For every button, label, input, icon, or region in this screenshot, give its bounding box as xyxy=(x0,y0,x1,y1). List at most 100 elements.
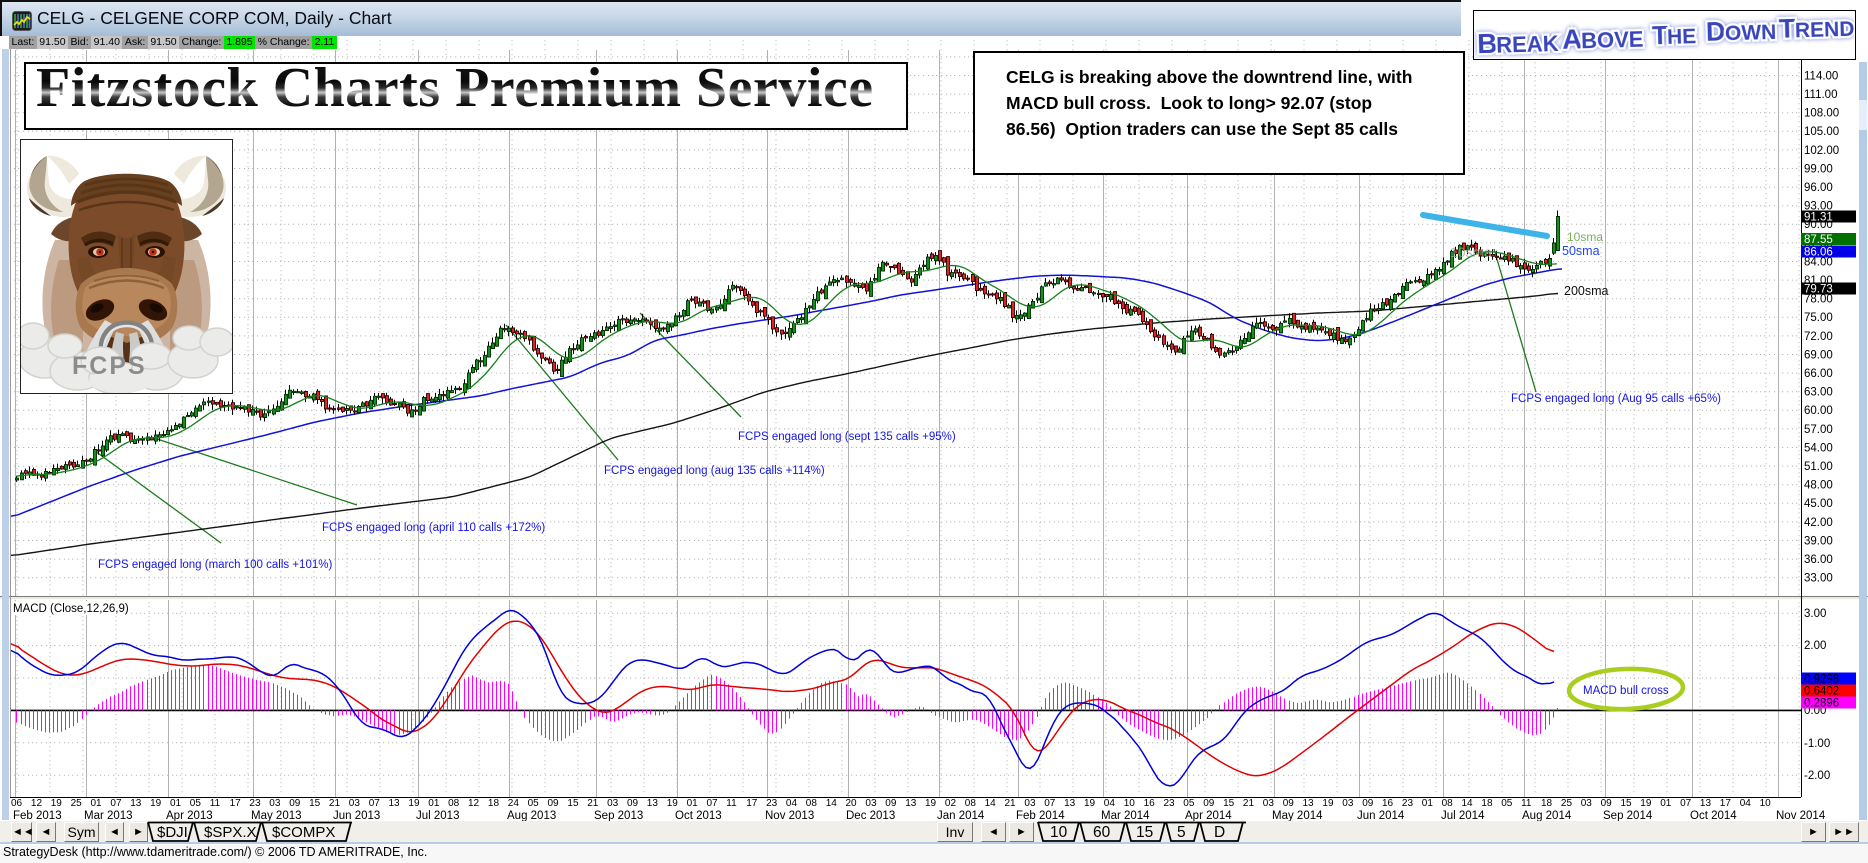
svg-text:13: 13 xyxy=(1064,798,1076,809)
svg-text:-1.00: -1.00 xyxy=(1804,738,1830,750)
svg-text:60.00: 60.00 xyxy=(1804,405,1833,417)
svg-text:Apr 2014: Apr 2014 xyxy=(1185,810,1232,822)
svg-text:91.31: 91.31 xyxy=(1804,212,1833,224)
svg-text:05: 05 xyxy=(190,798,202,809)
svg-text:Mar 2013: Mar 2013 xyxy=(84,810,133,822)
svg-text:23: 23 xyxy=(766,798,778,809)
svg-text:13: 13 xyxy=(647,798,659,809)
svg-text:3.00: 3.00 xyxy=(1804,608,1826,620)
svg-text:10: 10 xyxy=(1760,798,1772,809)
svg-text:54.00: 54.00 xyxy=(1804,442,1833,454)
svg-text:09: 09 xyxy=(1601,798,1613,809)
svg-text:200sma: 200sma xyxy=(1564,284,1609,298)
svg-text:75.00: 75.00 xyxy=(1804,312,1833,324)
svg-text:96.00: 96.00 xyxy=(1804,182,1833,194)
svg-text:72.00: 72.00 xyxy=(1804,331,1833,343)
svg-text:39.00: 39.00 xyxy=(1804,535,1833,547)
svg-text:Feb 2014: Feb 2014 xyxy=(1016,810,1065,822)
svg-text:21: 21 xyxy=(587,798,599,809)
svg-text:21: 21 xyxy=(329,798,341,809)
svg-text:84.00: 84.00 xyxy=(1804,256,1833,268)
svg-text:0.6402: 0.6402 xyxy=(1804,686,1839,698)
svg-text:48.00: 48.00 xyxy=(1804,480,1833,492)
svg-text:07: 07 xyxy=(369,798,381,809)
svg-text:09: 09 xyxy=(1203,798,1215,809)
svg-text:04: 04 xyxy=(1104,798,1116,809)
svg-text:D: D xyxy=(1706,16,1726,47)
svg-text:14: 14 xyxy=(985,798,997,809)
svg-text:13: 13 xyxy=(1303,798,1315,809)
svg-text:Jun 2013: Jun 2013 xyxy=(333,810,380,822)
svg-text:78.00: 78.00 xyxy=(1804,294,1833,306)
svg-text:23: 23 xyxy=(1164,798,1176,809)
svg-text:09: 09 xyxy=(885,798,897,809)
svg-text:23: 23 xyxy=(1402,798,1414,809)
svg-text:25: 25 xyxy=(71,798,83,809)
svg-text:15: 15 xyxy=(1621,798,1633,809)
svg-text:57.00: 57.00 xyxy=(1804,424,1833,436)
svg-text:04: 04 xyxy=(786,798,798,809)
svg-text:05: 05 xyxy=(1183,798,1195,809)
svg-text:99.00: 99.00 xyxy=(1804,163,1833,175)
svg-text:07: 07 xyxy=(1044,798,1056,809)
svg-text:09: 09 xyxy=(1283,798,1295,809)
svg-text:08: 08 xyxy=(1442,798,1454,809)
svg-text:12: 12 xyxy=(31,798,43,809)
svg-text:10: 10 xyxy=(1050,824,1068,841)
svg-text:MACD bull cross: MACD bull cross xyxy=(1583,685,1669,697)
svg-text:09: 09 xyxy=(289,798,301,809)
svg-text:102.00: 102.00 xyxy=(1804,145,1839,157)
svg-text:T: T xyxy=(1652,20,1669,50)
svg-text:$COMPX: $COMPX xyxy=(272,824,335,841)
svg-text:03: 03 xyxy=(607,798,619,809)
svg-text:60: 60 xyxy=(1093,824,1111,841)
svg-text:Jul 2013: Jul 2013 xyxy=(416,810,459,822)
svg-text:18: 18 xyxy=(1481,798,1493,809)
svg-text:01: 01 xyxy=(687,798,699,809)
svg-text:19: 19 xyxy=(1322,798,1334,809)
svg-text:01: 01 xyxy=(170,798,182,809)
svg-text:Jun 2014: Jun 2014 xyxy=(1357,810,1405,822)
svg-text:17: 17 xyxy=(230,798,242,809)
svg-text:Mar 2014: Mar 2014 xyxy=(1101,810,1150,822)
svg-text:FCPS engaged long (april 110 c: FCPS engaged long (april 110 calls +172%… xyxy=(322,522,545,534)
svg-text:Nov 2014: Nov 2014 xyxy=(1776,810,1826,822)
svg-text:111.00: 111.00 xyxy=(1804,89,1837,101)
svg-text:01: 01 xyxy=(91,798,103,809)
svg-text:20: 20 xyxy=(846,798,858,809)
svg-text:09: 09 xyxy=(627,798,639,809)
svg-text:5: 5 xyxy=(1177,824,1186,841)
svg-text:19: 19 xyxy=(1084,798,1096,809)
svg-text:$SPX.X: $SPX.X xyxy=(204,824,257,841)
svg-text:2.00: 2.00 xyxy=(1804,640,1826,652)
svg-text:08: 08 xyxy=(806,798,818,809)
svg-text:50sma: 50sma xyxy=(1562,244,1600,258)
svg-text:Feb 2013: Feb 2013 xyxy=(13,810,62,822)
svg-text:FCPS: FCPS xyxy=(72,352,147,380)
svg-text:11: 11 xyxy=(1521,798,1532,809)
svg-text:13: 13 xyxy=(389,798,401,809)
svg-text:HE: HE xyxy=(1667,25,1697,49)
svg-text:45.00: 45.00 xyxy=(1804,498,1833,510)
svg-text:15: 15 xyxy=(309,798,321,809)
svg-text:17: 17 xyxy=(746,798,758,809)
svg-text:86.06: 86.06 xyxy=(1804,247,1833,259)
svg-text:10sma: 10sma xyxy=(1567,230,1603,244)
svg-text:08: 08 xyxy=(448,798,460,809)
svg-text:May 2014: May 2014 xyxy=(1272,810,1323,822)
svg-text:REND: REND xyxy=(1795,18,1854,43)
svg-text:51.00: 51.00 xyxy=(1804,461,1833,473)
svg-text:04: 04 xyxy=(1740,798,1752,809)
svg-text:09: 09 xyxy=(548,798,560,809)
svg-text:15: 15 xyxy=(1223,798,1235,809)
svg-text:16: 16 xyxy=(1144,798,1156,809)
svg-text:21: 21 xyxy=(1243,798,1255,809)
svg-text:Aug 2013: Aug 2013 xyxy=(507,810,556,822)
svg-text:14: 14 xyxy=(826,798,838,809)
svg-text:02: 02 xyxy=(945,798,957,809)
svg-text:66.00: 66.00 xyxy=(1804,368,1833,380)
svg-text:15: 15 xyxy=(1136,824,1153,841)
svg-text:23: 23 xyxy=(249,798,261,809)
svg-text:12: 12 xyxy=(468,798,480,809)
svg-text:Nov 2013: Nov 2013 xyxy=(765,810,814,822)
